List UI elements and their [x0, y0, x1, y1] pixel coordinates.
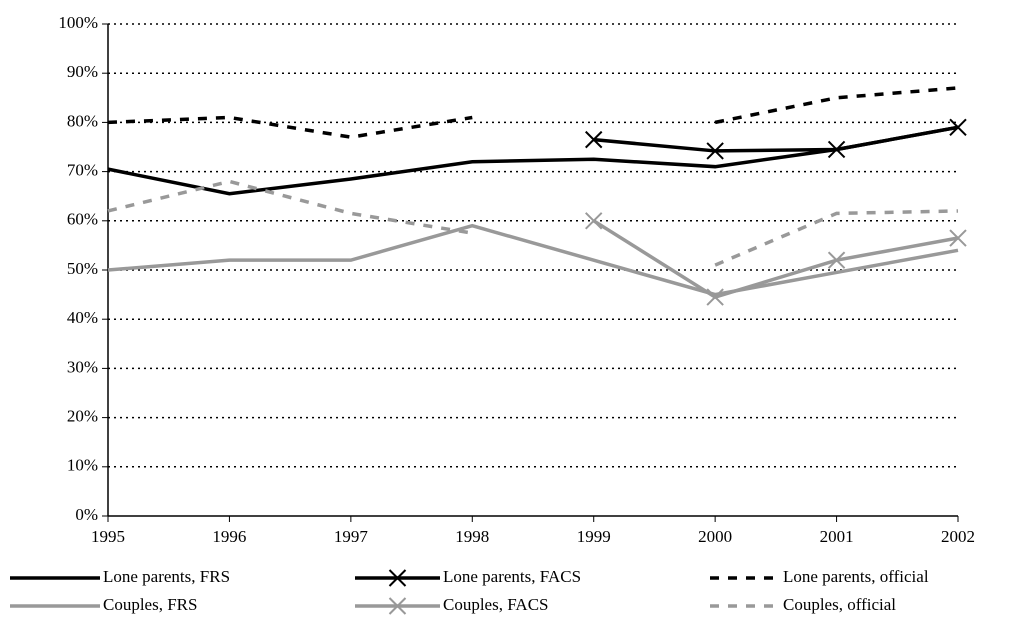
legend-marker — [388, 597, 407, 615]
y-tick-label: 10% — [67, 456, 98, 475]
y-tick-label: 80% — [67, 111, 98, 130]
legend-label: Couples, official — [783, 595, 896, 614]
x-tick-label: 1999 — [577, 527, 611, 546]
series-marker — [827, 140, 846, 159]
y-tick-label: 20% — [67, 407, 98, 426]
y-tick-label: 90% — [67, 62, 98, 81]
series-marker — [706, 142, 724, 160]
series-marker — [585, 130, 603, 149]
legend-label: Couples, FACS — [443, 595, 549, 614]
series-marker — [827, 251, 846, 269]
series-marker — [949, 118, 967, 137]
x-tick-label: 2001 — [820, 527, 854, 546]
series-line — [107, 86, 959, 139]
legend-marker — [388, 569, 407, 587]
x-tick-label: 1997 — [334, 527, 369, 546]
y-tick-label: 40% — [67, 308, 98, 327]
y-tick-label: 100% — [58, 13, 98, 32]
x-tick-label: 2000 — [698, 527, 732, 546]
series-line — [107, 223, 959, 297]
x-tick-label: 2002 — [941, 527, 975, 546]
legend-label: Lone parents, official — [783, 567, 929, 586]
x-tick-label: 1995 — [91, 527, 125, 546]
y-tick-label: 50% — [67, 259, 98, 278]
y-tick-label: 70% — [67, 161, 98, 180]
series-marker — [949, 229, 967, 247]
series-line — [593, 125, 959, 153]
series-marker — [706, 288, 724, 306]
x-tick-label: 1998 — [455, 527, 489, 546]
y-tick-label: 60% — [67, 210, 98, 229]
legend-label: Lone parents, FACS — [443, 567, 581, 586]
legend-label: Couples, FRS — [103, 595, 197, 614]
series-line — [107, 179, 959, 267]
x-tick-label: 1996 — [212, 527, 246, 546]
series-line — [107, 125, 959, 196]
series-line — [592, 219, 959, 299]
legend-label: Lone parents, FRS — [103, 567, 230, 586]
y-tick-label: 30% — [67, 357, 98, 376]
y-tick-label: 0% — [75, 505, 98, 524]
series-marker — [585, 212, 603, 230]
